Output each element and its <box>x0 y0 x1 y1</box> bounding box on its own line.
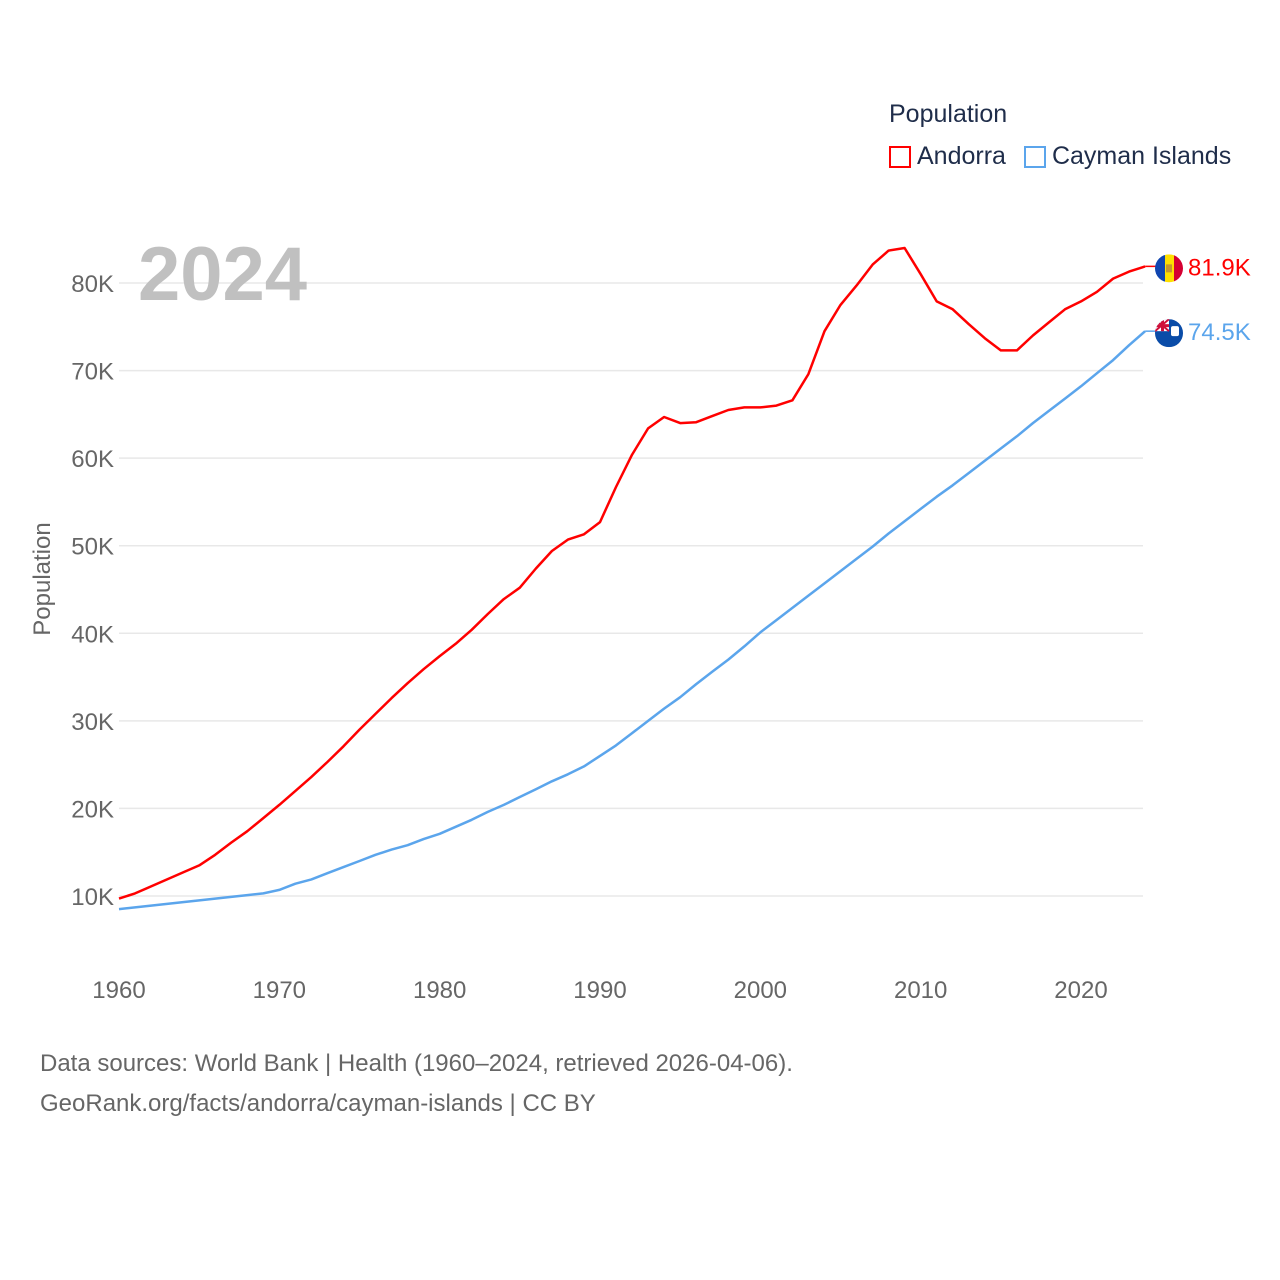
legend-title: Population <box>889 100 1008 128</box>
series-end-labels: 81.9K 74.5K <box>1145 254 1251 348</box>
line-andorra <box>118 246 1146 900</box>
cayman-islands-flag-icon <box>1155 319 1183 348</box>
flag-crest <box>1171 326 1179 337</box>
x-tick-label: 2020 <box>1054 977 1107 1004</box>
population-chart: 10K 20K 30K 40K 50K 60K 70K 80K 1960 1970 1980 199… <box>29 232 1251 1004</box>
x-tick-label: 1990 <box>573 977 626 1004</box>
year-label: 2024 <box>138 232 307 317</box>
flag-body <box>1155 319 1183 348</box>
legend-swatch-cayman-islands <box>1023 145 1046 168</box>
source-link[interactable]: GeoRank.org/facts/andorra/cayman-islands… <box>40 1090 596 1117</box>
legend-label-cayman-islands: Cayman Islands <box>1051 142 1232 170</box>
y-tick-label: 60K <box>71 446 114 473</box>
flag-cross-h <box>1155 324 1169 328</box>
footer: Data sources: World Bank | Health (1960–… <box>40 1044 793 1124</box>
y-tick-label: 20K <box>71 796 114 823</box>
x-tick-label: 2000 <box>734 977 787 1004</box>
x-tick-label: 1980 <box>413 977 466 1004</box>
flag-stripe-red <box>1174 254 1183 283</box>
y-tick-label: 50K <box>71 534 114 561</box>
flag-emblem <box>1166 264 1172 273</box>
legend-item-cayman-islands[interactable]: Cayman Islands <box>1023 142 1232 171</box>
y-tick-label: 10K <box>71 884 114 911</box>
y-tick-label: 40K <box>71 621 114 648</box>
line-cayman-islands <box>118 330 1146 911</box>
x-tick-label: 1970 <box>253 977 306 1004</box>
legend-item-andorra[interactable]: Andorra <box>889 142 1006 171</box>
x-tick-label: 1960 <box>92 977 145 1004</box>
data-source-text: Data sources: World Bank | Health (1960–… <box>40 1050 793 1077</box>
legend-swatch-andorra <box>889 145 911 168</box>
y-tick-label: 30K <box>71 709 114 736</box>
grid-lines <box>119 282 1143 897</box>
series-lines <box>118 246 1146 911</box>
y-axis-ticks: 10K 20K 30K 40K 50K 60K 70K 80K <box>71 271 114 911</box>
flag-stripe-blue <box>1155 254 1165 283</box>
y-tick-label: 80K <box>71 271 114 298</box>
y-axis-label: Population <box>29 522 56 635</box>
legend: Andorra Cayman Islands <box>889 142 1231 171</box>
legend-label-andorra: Andorra <box>917 142 1006 170</box>
andorra-flag-icon <box>1155 254 1183 283</box>
x-axis-ticks: 1960 1970 1980 1990 2000 2010 2020 <box>92 977 1107 1004</box>
end-label-andorra: 81.9K <box>1188 254 1251 281</box>
y-tick-label: 70K <box>71 359 114 386</box>
flag-body <box>1155 254 1183 283</box>
x-tick-label: 2010 <box>894 977 947 1004</box>
end-label-cayman-islands: 74.5K <box>1188 319 1251 346</box>
